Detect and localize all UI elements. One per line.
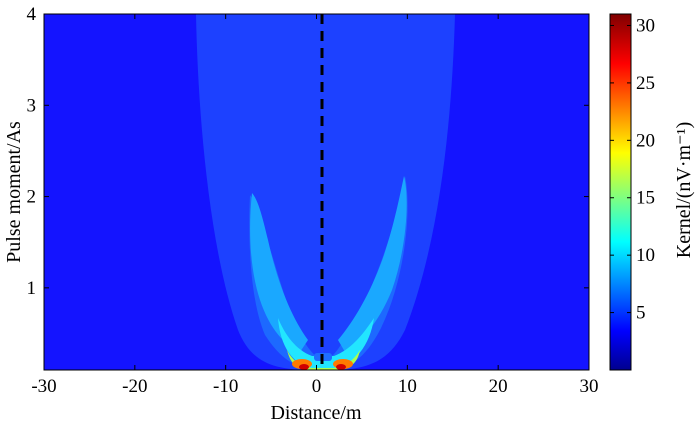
- colorbar-tick-label: 30: [636, 15, 655, 36]
- kernel-peak-core-left: [299, 364, 309, 370]
- y-tick-label: 4: [27, 4, 37, 25]
- y-axis: 1 2 3 4: [27, 4, 589, 299]
- kernel-region-level-4: [278, 318, 374, 370]
- y-axis-label: Pulse moment/As: [3, 121, 25, 263]
- colorbar-tick-label: 10: [636, 245, 655, 266]
- colorbar-tick-label: 5: [636, 303, 646, 324]
- kernel-peak-core-right: [336, 364, 346, 370]
- colorbar-ticks: 5 10 15 20 25 30: [610, 15, 655, 324]
- x-axis: -30 -20 -10 0 10 20 30: [31, 14, 599, 397]
- heatmap-layers: [196, 14, 455, 370]
- colorbar-label: Kernel/(nV·m⁻¹): [673, 122, 695, 259]
- x-tick-label: 10: [398, 376, 417, 397]
- x-tick-label: 20: [489, 376, 508, 397]
- x-tick-label: -30: [31, 376, 56, 397]
- x-tick-label: -20: [122, 376, 147, 397]
- colorbar-tick-label: 25: [636, 73, 655, 94]
- y-tick-label: 1: [27, 278, 37, 299]
- kernel-region-level-3-right: [338, 176, 407, 352]
- kernel-region-level-3-left: [250, 193, 308, 352]
- x-tick-label: 0: [312, 376, 322, 397]
- colorbar-tick-label: 15: [636, 188, 655, 209]
- colorbar-tick-label: 20: [636, 130, 655, 151]
- y-tick-label: 2: [27, 187, 37, 208]
- colorbar: [609, 13, 632, 371]
- y-tick-label: 3: [27, 95, 37, 116]
- x-axis-label: Distance/m: [270, 402, 362, 424]
- x-tick-label: 30: [580, 376, 599, 397]
- x-tick-label: -10: [213, 376, 238, 397]
